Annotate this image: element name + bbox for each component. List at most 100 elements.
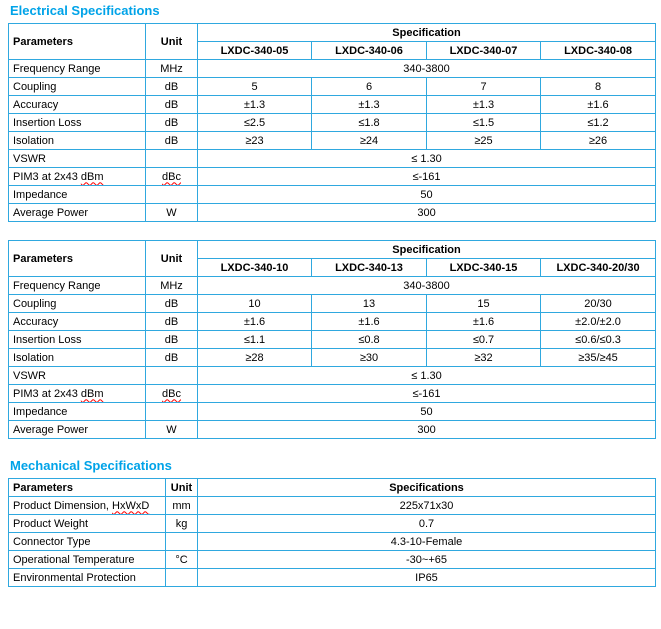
value-cell: ±1.6 (197, 312, 312, 331)
value-cell: 10 (197, 294, 312, 313)
model-name: LXDC-340-08 (539, 41, 657, 60)
unit-cell: dBc (145, 167, 198, 186)
unit-cell (145, 185, 198, 204)
param-label: Product Weight (8, 514, 166, 533)
col-header-parameters: Parameters (8, 240, 146, 277)
value-cell: IP65 (197, 568, 656, 587)
col-header-specification: Specification (196, 23, 657, 42)
value-cell: ≥35/≥45 (539, 348, 657, 367)
unit-cell: MHz (145, 276, 198, 295)
param-label: Frequency Range (8, 59, 146, 78)
value-cell: 7 (426, 77, 541, 96)
header-row: Parameters Unit Specification (8, 23, 657, 60)
value-cell: 15 (426, 294, 541, 313)
model-name: LXDC-340-15 (426, 258, 541, 277)
unit-cell (165, 532, 198, 551)
value-cell: ≤0.7 (426, 330, 541, 349)
value-cell: ±1.6 (539, 95, 657, 114)
param-label-misspelled-word: dBm (80, 387, 104, 400)
table-row-dimension: Product Dimension, HxWxD mm 225x71x30 (8, 496, 656, 515)
param-label: VSWR (8, 366, 146, 385)
unit-cell: kg (165, 514, 198, 533)
model-name: LXDC-340-10 (197, 258, 312, 277)
param-label: Impedance (8, 185, 146, 204)
value-cell: ≤ 1.30 (196, 366, 657, 385)
param-label: Frequency Range (8, 276, 146, 295)
model-name: LXDC-340-06 (311, 41, 427, 60)
table-row-connector: Connector Type 4.3-10-Female (8, 532, 656, 551)
model-name: LXDC-340-20/30 (539, 258, 657, 277)
table-row-weight: Product Weight kg 0.7 (8, 514, 656, 533)
value-cell: 50 (196, 402, 657, 421)
value-cell: 225x71x30 (197, 496, 656, 515)
mechanical-table: Parameters Unit Specifications Product D… (8, 478, 656, 587)
col-header-unit: Unit (165, 478, 198, 497)
value-cell: ±1.3 (197, 95, 312, 114)
param-label: VSWR (8, 149, 146, 168)
param-label: Accuracy (8, 312, 146, 331)
table-row-vswr: VSWR ≤ 1.30 (8, 366, 657, 385)
value-cell: ≥26 (539, 131, 657, 150)
col-header-specification: Specification (196, 240, 657, 259)
value-cell: ≥30 (311, 348, 427, 367)
table-row-insertion-loss: Insertion Loss dB ≤2.5 ≤1.8 ≤1.5 ≤1.2 (8, 113, 657, 132)
unit-cell (165, 568, 198, 587)
unit-cell (145, 149, 198, 168)
electrical-specs-title: Electrical Specifications (10, 3, 160, 18)
table-row-frequency-range: Frequency Range MHz 340-3800 (8, 59, 657, 78)
value-cell: ≥28 (197, 348, 312, 367)
unit-cell: W (145, 420, 198, 439)
value-cell: ≤-161 (196, 384, 657, 403)
value-cell: ≤1.1 (197, 330, 312, 349)
header-row: Parameters Unit Specifications (8, 478, 656, 497)
value-cell: ≤1.5 (426, 113, 541, 132)
col-header-unit: Unit (145, 240, 198, 277)
col-header-unit: Unit (145, 23, 198, 60)
value-cell: ≥25 (426, 131, 541, 150)
model-name: LXDC-340-05 (197, 41, 312, 60)
unit-cell: dB (145, 312, 198, 331)
value-cell: 8 (539, 77, 657, 96)
value-cell: ±1.3 (426, 95, 541, 114)
value-cell: ≤0.8 (311, 330, 427, 349)
param-label: PIM3 at 2x43 dBm (8, 384, 146, 403)
param-label: Product Dimension, HxWxD (8, 496, 166, 515)
param-label: Connector Type (8, 532, 166, 551)
unit-misspelled-word: dBc (162, 170, 181, 183)
unit-cell: mm (165, 496, 198, 515)
param-label-misspelled-word: HxWxD (112, 499, 150, 512)
electrical-table-1: Parameters Unit Specification LXDC-340-0… (8, 23, 657, 222)
value-cell: ±1.6 (426, 312, 541, 331)
param-label: PIM3 at 2x43 dBm (8, 167, 146, 186)
col-header-parameters: Parameters (8, 478, 166, 497)
unit-cell: MHz (145, 59, 198, 78)
unit-cell: dB (145, 95, 198, 114)
table-row-pim3: PIM3 at 2x43 dBm dBc ≤-161 (8, 384, 657, 403)
table-row-frequency-range: Frequency Range MHz 340-3800 (8, 276, 657, 295)
param-label: Coupling (8, 294, 146, 313)
table-row-coupling: Coupling dB 10 13 15 20/30 (8, 294, 657, 313)
table-row-vswr: VSWR ≤ 1.30 (8, 149, 657, 168)
param-label: Environmental Protection (8, 568, 166, 587)
param-label: Isolation (8, 131, 146, 150)
unit-cell: dB (145, 294, 198, 313)
table-row-insertion-loss: Insertion Loss dB ≤1.1 ≤0.8 ≤0.7 ≤0.6/≤0… (8, 330, 657, 349)
unit-cell: dBc (145, 384, 198, 403)
value-cell: ≤1.2 (539, 113, 657, 132)
unit-cell: W (145, 203, 198, 222)
value-cell: 300 (196, 203, 657, 222)
value-cell: ≤2.5 (197, 113, 312, 132)
param-label-text: PIM3 at 2x43 (13, 387, 81, 400)
header-row: Parameters Unit Specification (8, 240, 657, 277)
electrical-table-2: Parameters Unit Specification LXDC-340-1… (8, 240, 657, 439)
value-cell: 13 (311, 294, 427, 313)
value-cell: 5 (197, 77, 312, 96)
value-cell: ≤1.8 (311, 113, 427, 132)
param-label-text: Product Dimension, (13, 499, 113, 512)
model-name: LXDC-340-13 (311, 258, 427, 277)
table-row-accuracy: Accuracy dB ±1.3 ±1.3 ±1.3 ±1.6 (8, 95, 657, 114)
value-cell: ±1.3 (311, 95, 427, 114)
value-cell: 300 (196, 420, 657, 439)
table-row-impedance: Impedance 50 (8, 402, 657, 421)
table-row-coupling: Coupling dB 5 6 7 8 (8, 77, 657, 96)
